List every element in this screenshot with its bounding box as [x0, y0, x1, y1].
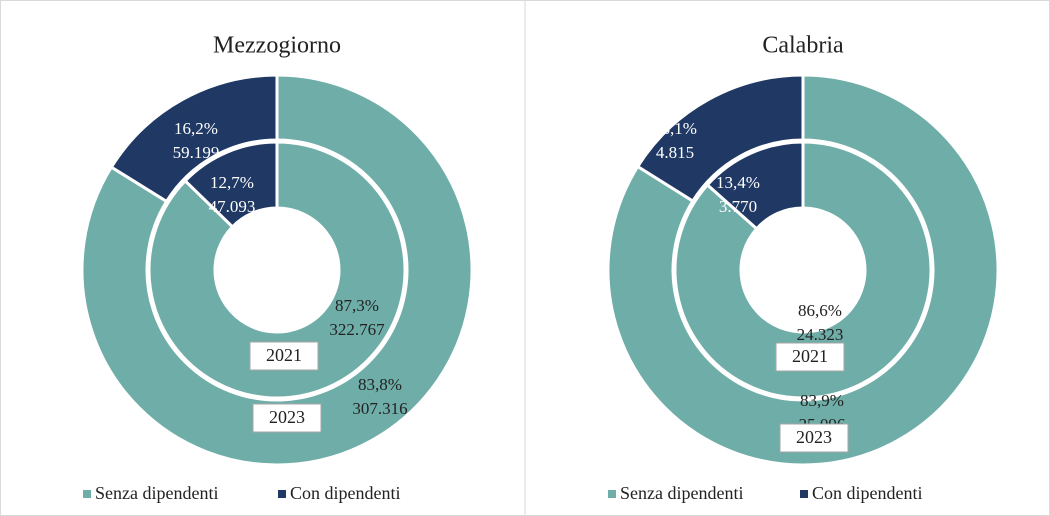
legend-swatch — [278, 490, 286, 498]
share-label: 83,9% — [800, 391, 844, 410]
share-label: 83,8% — [358, 375, 402, 394]
value-label: 59.199 — [173, 143, 220, 162]
value-label: 4.815 — [656, 143, 694, 162]
donut-slice — [80, 73, 474, 467]
donut-slice — [183, 140, 279, 229]
legend-label: Con dipendenti — [290, 483, 401, 503]
series-label-box — [252, 403, 322, 433]
series-label: 2021 — [792, 346, 828, 366]
series-label-box — [775, 342, 845, 372]
value-label: 24.323 — [797, 325, 844, 344]
donut-slice — [109, 73, 279, 204]
share-label: 86,6% — [798, 301, 842, 320]
legend-swatch — [800, 490, 808, 498]
donut-slice — [705, 140, 805, 231]
share-label: 16,1% — [653, 119, 697, 138]
legend-label: Senza dipendenti — [95, 483, 218, 503]
value-label: 322.767 — [329, 320, 385, 339]
legend-label: Senza dipendenti — [620, 483, 743, 503]
series-label: 2023 — [269, 407, 305, 427]
legend-label: Con dipendenti — [812, 483, 923, 503]
value-label: 47.093 — [209, 197, 256, 216]
donut-slice — [673, 140, 933, 400]
series-label: 2023 — [796, 427, 832, 447]
series-label: 2021 — [266, 345, 302, 365]
value-label: 3.770 — [719, 197, 757, 216]
share-label: 87,3% — [335, 296, 379, 315]
series-label-box — [249, 341, 319, 371]
share-label: 13,4% — [716, 173, 760, 192]
share-label: 12,7% — [210, 173, 254, 192]
donut-slice — [635, 73, 805, 204]
value-label: 307.316 — [352, 399, 407, 418]
donut-slice — [606, 73, 1000, 467]
chart-title: Mezzogiorno — [213, 33, 341, 59]
donut-slice — [147, 140, 407, 400]
chart-title: Calabria — [762, 33, 844, 59]
share-label: 16,2% — [174, 119, 218, 138]
series-label-box — [779, 423, 849, 453]
legend-swatch — [608, 490, 616, 498]
legend-swatch — [83, 490, 91, 498]
